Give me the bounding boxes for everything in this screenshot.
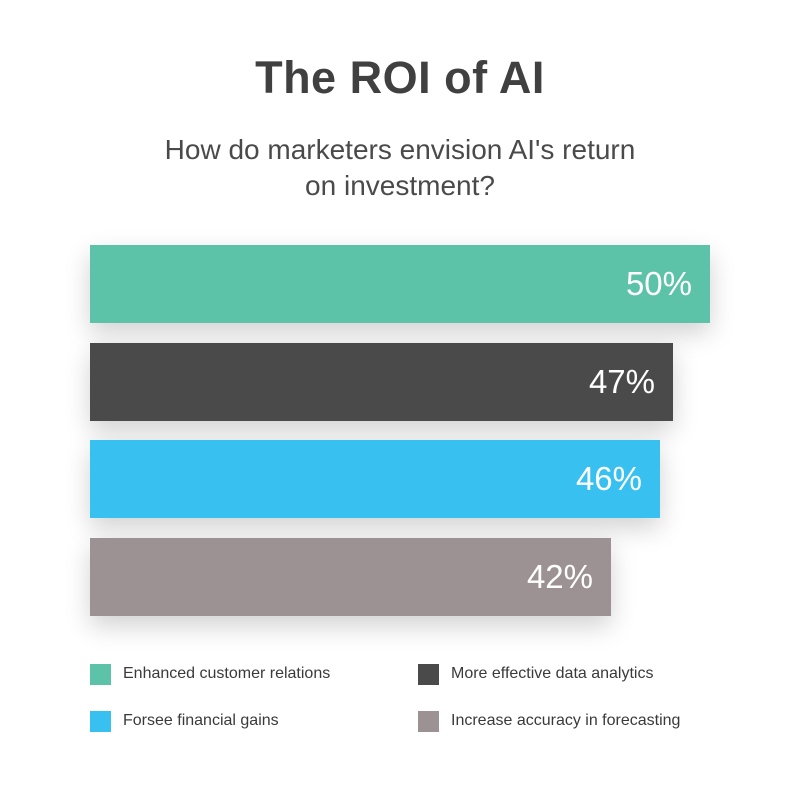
legend-label: Increase accuracy in forecasting	[451, 712, 681, 729]
bar-value-label: 47%	[588, 362, 655, 400]
bar-value-label: 42%	[526, 557, 593, 595]
legend-item-forsee-financial-gains: Forsee financial gains	[90, 710, 279, 732]
bar-3: 46%	[90, 440, 660, 518]
legend-item-increase-accuracy-in-forecasting: Increase accuracy in forecasting	[418, 710, 680, 732]
legend-item-enhanced-customer-relations: Enhanced customer relations	[90, 663, 330, 685]
chart-subtitle: How do marketers envision AI's return on…	[164, 134, 636, 201]
legend-label: Forsee financial gains	[123, 712, 279, 729]
legend-swatch	[90, 710, 111, 732]
bar-value-label: 50%	[625, 265, 692, 302]
bar-value-label: 46%	[575, 460, 642, 497]
legend-label: More effective data analytics	[451, 665, 654, 682]
legend-swatch	[418, 710, 439, 732]
chart-title: The ROI of AI	[255, 52, 545, 103]
legend-item-more-effective-data-analytics: More effective data analytics	[418, 663, 653, 685]
legend-swatch	[418, 663, 439, 685]
bar-2: 47%	[90, 342, 673, 421]
legend-label: Enhanced customer relations	[123, 665, 331, 682]
bar-1: 50%	[90, 245, 710, 323]
bar-4: 42%	[90, 537, 611, 616]
legend-swatch	[90, 663, 111, 685]
